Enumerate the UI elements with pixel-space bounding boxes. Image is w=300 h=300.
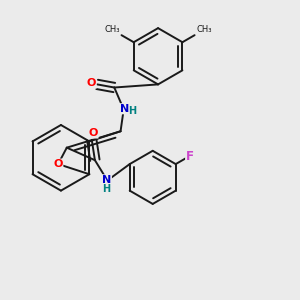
Text: O: O xyxy=(53,159,63,169)
Text: N: N xyxy=(102,175,111,185)
Text: F: F xyxy=(186,150,194,163)
Text: H: H xyxy=(102,184,110,194)
Text: H: H xyxy=(128,106,136,116)
Text: O: O xyxy=(87,78,96,88)
Text: CH₃: CH₃ xyxy=(196,25,212,34)
Text: N: N xyxy=(120,104,129,114)
Text: O: O xyxy=(88,128,98,138)
Text: CH₃: CH₃ xyxy=(104,25,120,34)
